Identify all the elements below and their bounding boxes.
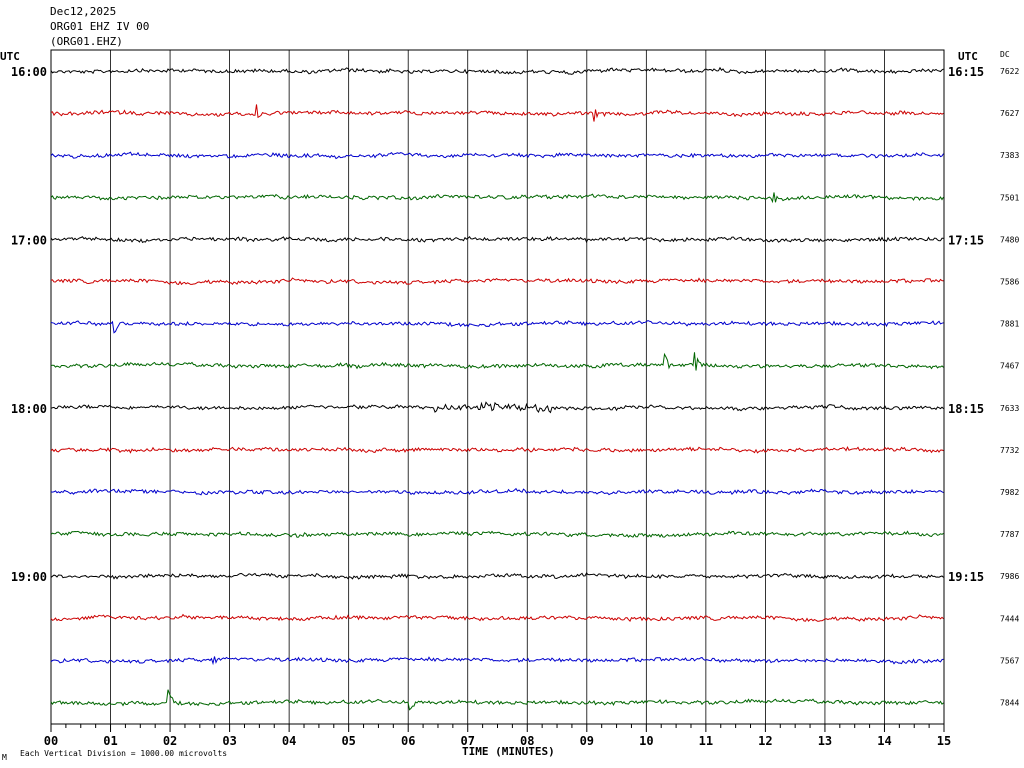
seismic-trace bbox=[50, 320, 944, 334]
seismic-trace bbox=[50, 66, 944, 75]
seismic-trace bbox=[50, 446, 944, 454]
left-time-label: 17:00 bbox=[11, 233, 47, 247]
header-channel: (ORG01.EHZ) bbox=[50, 35, 123, 48]
dc-value-label: 7480 bbox=[1000, 235, 1019, 244]
right-time-label: 19:15 bbox=[948, 570, 984, 584]
seismic-trace bbox=[50, 151, 944, 160]
left-utc-label: UTC bbox=[0, 50, 20, 63]
x-tick-label: 07 bbox=[461, 734, 475, 748]
seismic-trace bbox=[50, 352, 944, 371]
seismic-trace bbox=[50, 192, 944, 204]
seismic-trace bbox=[50, 613, 944, 622]
x-axis-title: TIME (MINUTES) bbox=[462, 745, 555, 758]
seismic-trace bbox=[50, 236, 944, 244]
scale-mark: M bbox=[2, 753, 7, 762]
seismic-trace bbox=[50, 401, 944, 414]
x-tick-label: 13 bbox=[818, 734, 832, 748]
x-tick-label: 01 bbox=[103, 734, 117, 748]
x-tick-label: 00 bbox=[44, 734, 58, 748]
right-time-label: 17:15 bbox=[948, 233, 984, 247]
x-tick-label: 04 bbox=[282, 734, 296, 748]
x-tick-label: 12 bbox=[758, 734, 772, 748]
right-time-label: 16:15 bbox=[948, 65, 984, 79]
x-tick-label: 05 bbox=[341, 734, 355, 748]
header-station: ORG01 EHZ IV 00 bbox=[50, 20, 150, 33]
dc-value-label: 7444 bbox=[1000, 614, 1019, 623]
left-time-label: 18:00 bbox=[11, 402, 47, 416]
x-tick-label: 06 bbox=[401, 734, 415, 748]
x-tick-label: 10 bbox=[639, 734, 653, 748]
right-utc-label: UTC bbox=[958, 50, 978, 63]
dc-header-label: DC bbox=[1000, 50, 1010, 59]
x-tick-label: 08 bbox=[520, 734, 534, 748]
dc-value-label: 7467 bbox=[1000, 362, 1019, 371]
dc-value-label: 7732 bbox=[1000, 446, 1019, 455]
seismic-trace bbox=[50, 572, 944, 580]
seismic-trace bbox=[50, 104, 944, 122]
dc-value-label: 7627 bbox=[1000, 109, 1019, 118]
dc-value-label: 7567 bbox=[1000, 656, 1019, 665]
seismic-trace bbox=[50, 656, 944, 666]
dc-value-label: 7501 bbox=[1000, 193, 1019, 202]
dc-value-label: 7586 bbox=[1000, 278, 1019, 287]
scale-note: Each Vertical Division = 1000.00 microvo… bbox=[20, 749, 228, 758]
seismic-trace bbox=[50, 277, 944, 286]
dc-value-label: 7881 bbox=[1000, 320, 1019, 329]
dc-value-label: 7383 bbox=[1000, 151, 1019, 160]
dc-value-label: 7986 bbox=[1000, 572, 1019, 581]
left-time-label: 19:00 bbox=[11, 570, 47, 584]
header-date: Dec12,2025 bbox=[50, 5, 117, 18]
left-time-label: 16:00 bbox=[11, 65, 47, 79]
x-tick-label: 11 bbox=[699, 734, 713, 748]
plot-frame bbox=[50, 49, 945, 725]
seismic-trace bbox=[50, 530, 944, 538]
x-tick-label: 02 bbox=[163, 734, 177, 748]
seismic-trace bbox=[50, 689, 944, 711]
x-tick-label: 03 bbox=[222, 734, 236, 748]
seismic-trace bbox=[50, 487, 944, 496]
dc-value-label: 7844 bbox=[1000, 699, 1019, 708]
dc-value-label: 7982 bbox=[1000, 488, 1019, 497]
right-time-label: 18:15 bbox=[948, 402, 984, 416]
x-tick-label: 09 bbox=[580, 734, 594, 748]
x-tick-label: 14 bbox=[877, 734, 891, 748]
dc-value-label: 7622 bbox=[1000, 67, 1019, 76]
x-tick-label: 15 bbox=[937, 734, 951, 748]
dc-value-label: 7787 bbox=[1000, 530, 1019, 539]
dc-value-label: 7633 bbox=[1000, 404, 1019, 413]
